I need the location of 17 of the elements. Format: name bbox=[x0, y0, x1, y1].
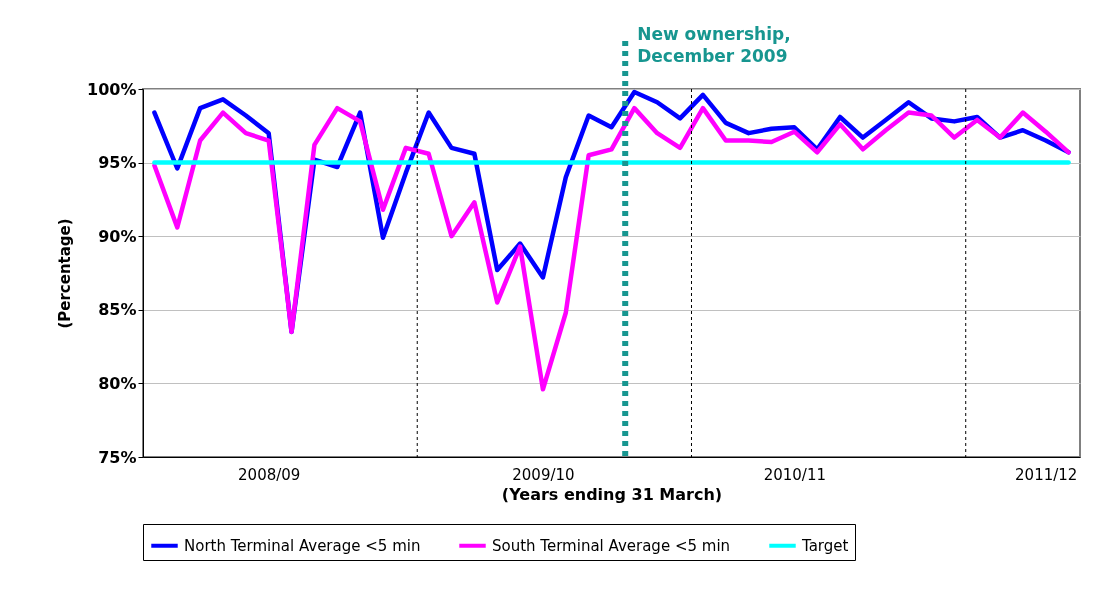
x-axis-title: (Years ending 31 March) bbox=[501, 484, 723, 504]
x-tick-label: 2011/12 bbox=[1015, 465, 1078, 484]
x-tick-label: 2010/11 bbox=[763, 465, 826, 484]
y-tick-label: 85% bbox=[98, 300, 137, 320]
x-tick-label: 2008/09 bbox=[238, 465, 301, 484]
y-tick-label: 80% bbox=[98, 373, 137, 393]
y-tick-label: 75% bbox=[98, 447, 137, 467]
legend-label: South Terminal Average <5 min bbox=[492, 536, 731, 555]
y-tick-label: 95% bbox=[98, 153, 137, 173]
legend-label: Target bbox=[801, 536, 849, 555]
y-tick-label: 90% bbox=[98, 226, 137, 246]
y-tick-label: 100% bbox=[87, 79, 137, 99]
text: New ownership, December 2009 bbox=[637, 24, 791, 66]
x-tick-label: 2009/10 bbox=[512, 465, 575, 484]
line-series bbox=[152, 105, 1071, 392]
legend-label: North Terminal Average <5 min bbox=[184, 536, 421, 555]
y-axis-title: (Percentage) bbox=[56, 218, 75, 329]
